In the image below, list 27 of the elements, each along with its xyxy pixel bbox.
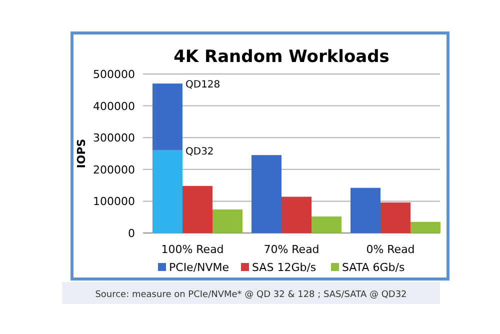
bar bbox=[182, 186, 212, 233]
bar bbox=[252, 155, 282, 233]
y-tick-label: 300000 bbox=[93, 132, 135, 145]
source-note: Source: measure on PCIe/NVMe* @ QD 32 & 128 ; SAS/SATA @ QD32 bbox=[95, 290, 407, 300]
annotation: QD32 bbox=[186, 146, 214, 158]
x-tick-label: 70% Read bbox=[264, 243, 320, 256]
bar bbox=[152, 150, 182, 233]
legend-label: SAS 12Gb/s bbox=[252, 261, 316, 274]
legend-label: SATA 6Gb/s bbox=[342, 261, 405, 274]
y-tick-label: 500000 bbox=[93, 68, 135, 81]
bar bbox=[152, 84, 182, 150]
y-tick-label: 200000 bbox=[93, 163, 135, 176]
bar bbox=[410, 222, 440, 233]
bar bbox=[312, 216, 342, 233]
y-tick-label: 100000 bbox=[93, 195, 135, 208]
x-tick-label: 100% Read bbox=[161, 243, 224, 256]
legend-label: PCIe/NVMe bbox=[169, 261, 230, 274]
bar bbox=[282, 196, 312, 233]
y-tick-label: 0 bbox=[128, 227, 135, 240]
bar bbox=[380, 202, 410, 233]
y-axis-title: IOPS bbox=[75, 138, 88, 168]
x-tick-label: 0% Read bbox=[366, 243, 415, 256]
chart-title: 4K Random Workloads bbox=[174, 47, 390, 67]
bar bbox=[212, 209, 242, 233]
bar bbox=[350, 188, 380, 233]
annotation: QD128 bbox=[186, 80, 220, 91]
y-tick-label: 400000 bbox=[93, 100, 135, 113]
